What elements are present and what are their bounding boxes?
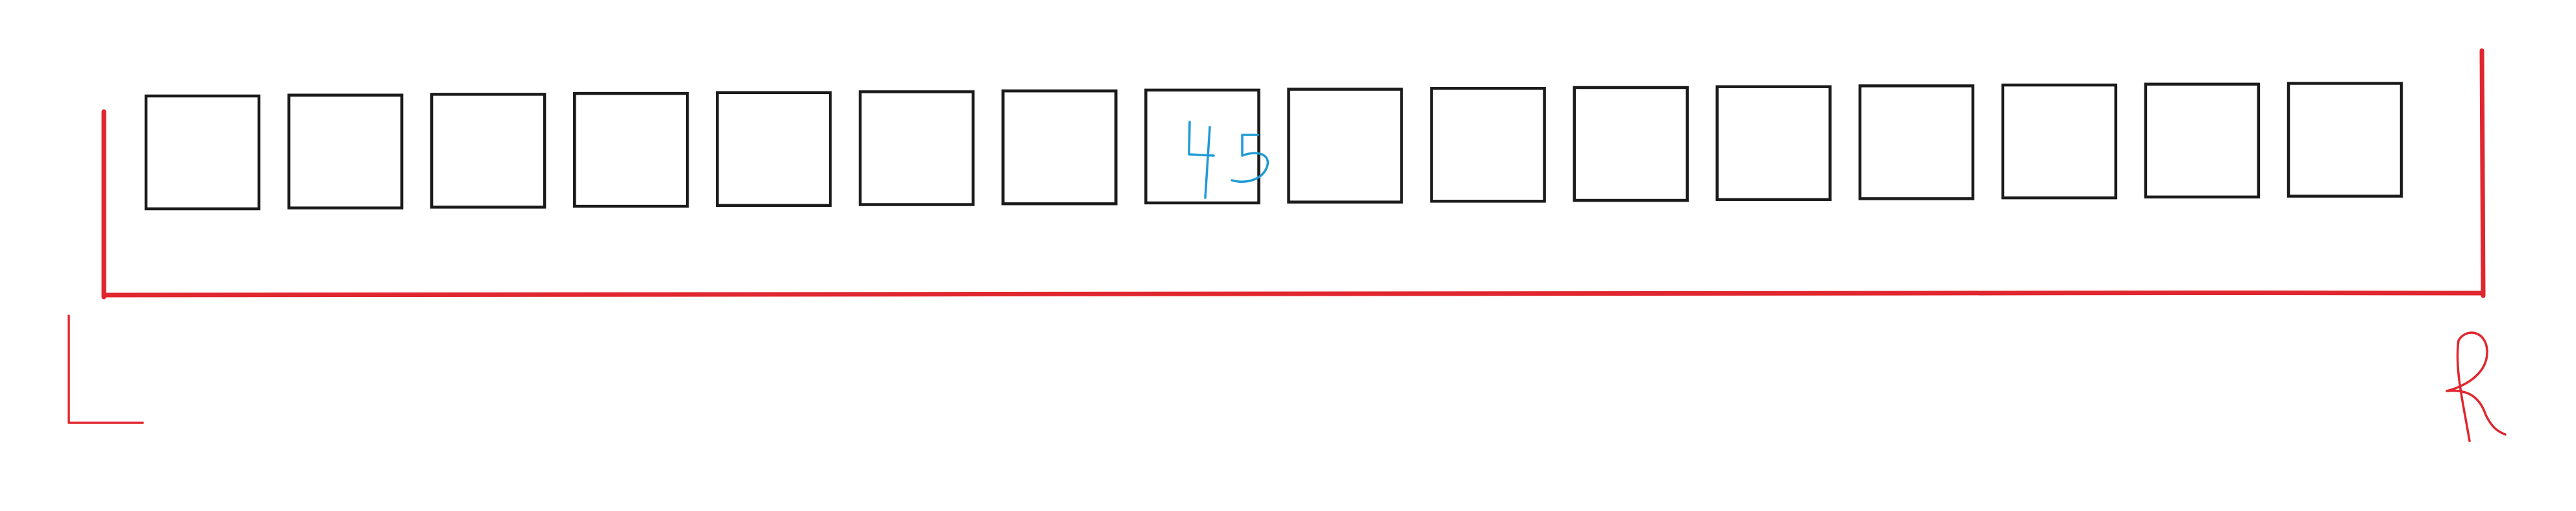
digit-4 [1188, 121, 1215, 199]
letter-R [2446, 331, 2507, 442]
array-cell [2144, 82, 2261, 199]
cell-value-45: 45 [1188, 121, 1270, 199]
bracket-right-tick [2479, 48, 2486, 298]
svg-text:R: R [2453, 421, 2454, 422]
cell-border [1144, 88, 1260, 205]
cell-border [1001, 89, 1118, 206]
cell-border [2001, 83, 2118, 200]
cell-border [1287, 88, 1403, 204]
cell-border [716, 91, 832, 208]
cell-border [1858, 84, 1975, 200]
array-cell [572, 91, 689, 208]
svg-text:L: L [65, 421, 66, 422]
array-cell [1430, 87, 1546, 203]
cell-border [1430, 87, 1546, 203]
cell-border [1715, 85, 1832, 201]
array-cell [2287, 82, 2403, 198]
cell-border [1573, 86, 1689, 202]
cell-border [859, 90, 975, 206]
array-cell [287, 93, 404, 209]
array-cells [144, 82, 2403, 211]
array-cell [2001, 83, 2118, 200]
array-cell [1858, 84, 1975, 200]
array-cell [716, 91, 832, 208]
array-cell [144, 94, 261, 211]
cell-border [2287, 82, 2403, 198]
bracket-baseline [101, 290, 2484, 298]
cell-border [2144, 82, 2261, 199]
digit-5 [1231, 134, 1270, 183]
cell-border [144, 94, 261, 211]
range-bracket [101, 48, 2486, 300]
array-cell-highlighted [1144, 88, 1260, 205]
left-pointer-label: L [65, 315, 144, 424]
cell-border [287, 93, 404, 209]
cell-border [572, 91, 689, 208]
letter-L [67, 315, 144, 424]
array-cell [1001, 89, 1118, 206]
right-pointer-label: R [2446, 331, 2507, 442]
array-cell [1287, 88, 1403, 204]
svg-text:45: 45 [1233, 155, 1234, 156]
array-cell [1715, 85, 1832, 201]
array-cell [430, 93, 546, 209]
array-cell [859, 90, 975, 206]
cell-border [430, 93, 546, 209]
array-cell [1573, 86, 1689, 202]
